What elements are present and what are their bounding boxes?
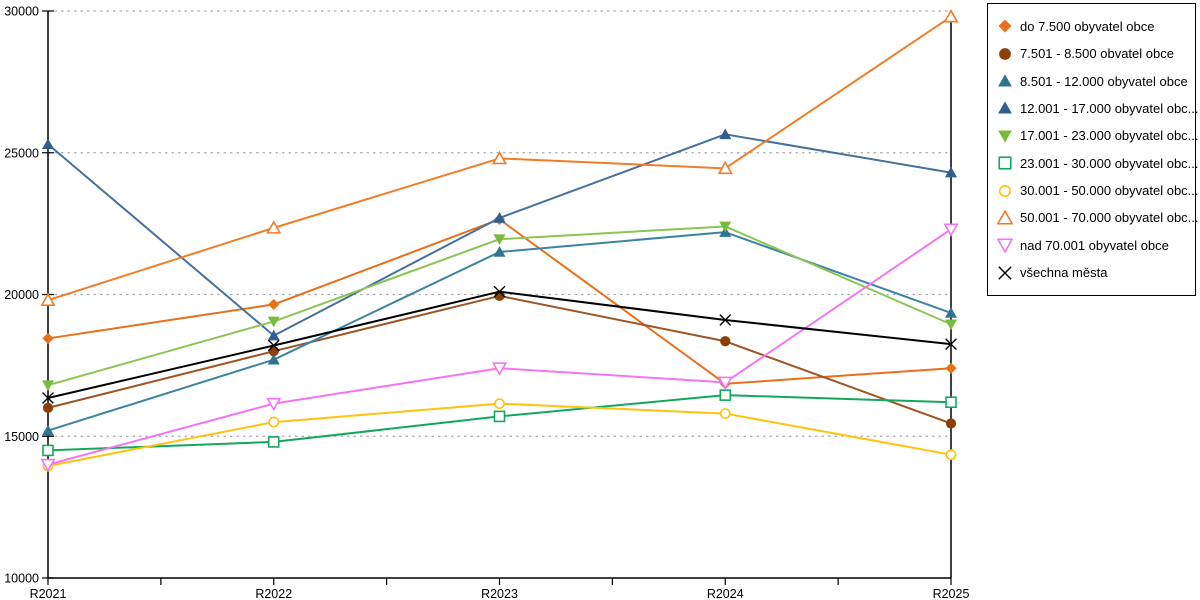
legend-item: 7.501 - 8.500 obvatel obce [997, 46, 1193, 62]
legend-item-label: 7.501 - 8.500 obvatel obce [1020, 46, 1174, 62]
x-marker-icon [945, 338, 957, 351]
square-open-marker-icon [945, 396, 957, 409]
triangle-up-marker-icon [493, 212, 506, 223]
y-axis-tick-label: 15000 [4, 430, 39, 444]
triangle-up-open-marker-icon [717, 160, 733, 175]
x-marker-icon [267, 339, 280, 352]
triangle-up-open-marker-icon [266, 220, 282, 234]
x-axis-tick-label: R2023 [481, 587, 518, 600]
legend-marker-icon [997, 209, 1013, 225]
series-line [47, 290, 952, 399]
circle-marker-icon [720, 336, 731, 347]
y-axis-tick-label: 30000 [4, 5, 39, 19]
triangle-up-marker-icon [998, 74, 1012, 87]
triangle-down-marker-icon [719, 221, 732, 233]
legend-item-label: 8.501 - 12.000 obyvatel obce [1020, 73, 1188, 89]
circle-open-marker-icon [719, 408, 731, 419]
legend-marker-icon [999, 47, 1011, 60]
legend-marker-icon [998, 156, 1012, 170]
circle-marker-icon [945, 418, 957, 429]
y-axis-tick-label: 10000 [4, 572, 39, 586]
triangle-down-marker-icon [998, 130, 1012, 143]
legend-item-label: všechna města [1020, 265, 1108, 281]
legend-item: 23.001 - 30.000 obyvatel obc... [997, 155, 1199, 171]
legend-marker-icon [998, 74, 1012, 87]
x-axis-tick-label: R2025 [933, 587, 970, 600]
legend-marker-icon [998, 19, 1012, 33]
circle-marker-icon [999, 47, 1011, 60]
square-open-marker-icon [493, 410, 506, 423]
triangle-down-open-marker-icon [40, 458, 56, 473]
legend-item-label: do 7.500 obyvatel obce [1020, 18, 1155, 34]
triangle-down-open-marker-icon [717, 376, 733, 391]
triangle-up-marker-icon [945, 307, 957, 318]
y-axis-tick-label: 20000 [4, 288, 39, 302]
x-marker-icon [493, 285, 506, 298]
triangle-down-marker-icon [267, 316, 280, 328]
diamond-marker-icon [998, 19, 1012, 33]
circle-open-marker-icon [494, 398, 505, 410]
x-marker-icon [719, 314, 732, 326]
legend-item: do 7.500 obyvatel obce [997, 18, 1193, 34]
triangle-down-marker-icon [42, 380, 54, 392]
triangle-down-open-marker-icon [943, 223, 959, 237]
x-axis-tick-label: R2024 [707, 587, 744, 600]
legend-item: 50.001 - 70.000 obyvatel obc... [997, 209, 1199, 226]
legend-marker-icon [998, 101, 1012, 114]
legend-marker-icon [998, 184, 1012, 197]
triangle-up-open-marker-icon [997, 209, 1013, 225]
square-open-marker-icon [998, 156, 1012, 170]
circle-open-marker-icon [945, 449, 957, 461]
triangle-up-marker-icon [493, 246, 506, 257]
chart-legend: do 7.500 obyvatel obce 7.501 - 8.500 obva… [987, 3, 1199, 296]
legend-item: všechna města [997, 265, 1193, 281]
x-marker-icon [998, 265, 1012, 280]
triangle-up-marker-icon [267, 353, 280, 365]
legend-item-label: 23.001 - 30.000 obyvatel obc... [1020, 155, 1199, 171]
legend-marker-icon [998, 130, 1012, 143]
legend-item: nad 70.001 obyvatel obce [997, 237, 1193, 254]
x-marker-icon [42, 392, 54, 404]
circle-marker-icon [42, 402, 54, 413]
legend-item-label: 12.001 - 17.000 obyvatel obc... [1020, 100, 1199, 116]
legend-item: 17.001 - 23.000 obyvatel obc... [997, 128, 1199, 144]
diamond-marker-icon [268, 298, 280, 311]
square-open-marker-icon [267, 436, 280, 448]
legend-item-label: 30.001 - 50.000 obyvatel obc... [1020, 183, 1199, 199]
triangle-up-marker-icon [267, 329, 280, 341]
triangle-up-open-marker-icon [491, 150, 508, 165]
legend-item-label: nad 70.001 obyvatel obce [1020, 237, 1169, 253]
legend-item-label: 50.001 - 70.000 obyvatel obc... [1020, 210, 1199, 226]
circle-open-marker-icon [998, 184, 1012, 197]
legend-item: 30.001 - 50.000 obyvatel obc... [997, 183, 1199, 199]
square-open-marker-icon [719, 389, 732, 401]
legend-marker-icon [997, 238, 1013, 254]
triangle-up-marker-icon [42, 424, 54, 436]
legend-marker-icon [998, 265, 1012, 280]
legend-item: 8.501 - 12.000 obyvatel obce [997, 73, 1193, 89]
triangle-down-marker-icon [493, 234, 506, 246]
x-axis-tick-label: R2022 [255, 587, 292, 600]
triangle-down-marker-icon [945, 319, 957, 331]
triangle-up-open-marker-icon [40, 292, 56, 306]
x-axis-tick-label: R2021 [30, 587, 67, 600]
y-axis-tick-label: 25000 [4, 146, 39, 160]
triangle-down-open-marker-icon [491, 362, 508, 376]
circle-open-marker-icon [268, 416, 280, 428]
triangle-up-open-marker-icon [943, 9, 959, 23]
triangle-up-marker-icon [945, 166, 957, 178]
legend-item-label: 17.001 - 23.000 obyvatel obc... [1020, 128, 1199, 144]
square-open-marker-icon [42, 444, 54, 457]
legend-item: 12.001 - 17.000 obyvatel obc... [997, 100, 1199, 116]
triangle-up-marker-icon [998, 101, 1012, 114]
triangle-down-open-marker-icon [997, 238, 1013, 254]
triangle-up-marker-icon [42, 138, 54, 150]
triangle-down-open-marker-icon [266, 397, 282, 412]
diamond-marker-icon [945, 362, 957, 374]
diamond-marker-icon [42, 332, 54, 345]
triangle-up-marker-icon [719, 128, 732, 140]
